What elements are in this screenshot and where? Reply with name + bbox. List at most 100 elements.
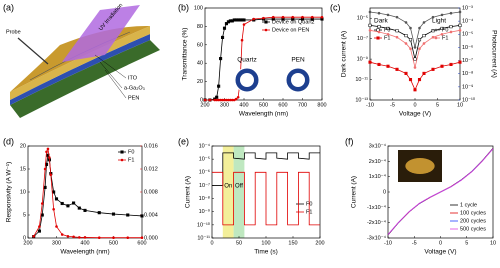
y2-tick-label: 0.016 (144, 143, 158, 149)
legend-label: 100 cycles (460, 210, 486, 216)
y-tick-label: 20 (20, 143, 26, 149)
marker (40, 202, 44, 205)
y2-axis-label: Photocurrent (A) (490, 30, 497, 78)
x-tick-label: 150 (288, 240, 297, 246)
marker (310, 15, 314, 19)
y2-tick-label: 10⁻⁹ (462, 83, 473, 90)
marker (83, 236, 87, 239)
marker (140, 214, 144, 218)
legend-label: F1 (306, 209, 312, 215)
marker (221, 98, 224, 102)
legend-label: F0 (384, 27, 390, 33)
x-tick-label: 400 (80, 240, 89, 246)
x-tick-label: 200 (315, 240, 324, 246)
y-tick-label: 80 (197, 24, 203, 30)
y-tick-label: 5 (23, 212, 26, 218)
marker (60, 201, 64, 206)
y2-tick-label: 10⁻⁶ (462, 44, 473, 51)
marker (422, 71, 426, 75)
x-tick-label: 600 (137, 240, 146, 246)
panel-label: (e) (178, 136, 189, 146)
y-tick-label: 100 (194, 5, 203, 11)
marker (66, 204, 70, 208)
y-tick-label: -3x10⁻⁴ (367, 234, 387, 241)
ga2o3-layer (10, 34, 150, 105)
marker (264, 28, 268, 32)
probe (17, 37, 49, 65)
annotation: PEN (291, 57, 305, 64)
marker (440, 32, 444, 36)
x-tick-label: 0 (439, 240, 442, 246)
marker (377, 30, 381, 34)
marker (458, 29, 462, 32)
y-tick-label: 0 (23, 235, 26, 241)
marker (458, 23, 462, 27)
uv-beam (62, 5, 140, 62)
marker (413, 46, 417, 49)
marker (232, 98, 236, 102)
y-tick-label: 10⁻⁵ (199, 156, 210, 163)
marker (52, 207, 55, 211)
annotation: Dark (374, 18, 388, 25)
legend-label: F1 (128, 157, 134, 163)
marker (111, 212, 116, 216)
y-tick-label: 10⁻⁷ (357, 35, 368, 42)
panel-label: (f) (345, 136, 354, 146)
y2-tick-label: 0.004 (144, 212, 158, 218)
leader-line (94, 54, 127, 79)
marker (422, 42, 426, 45)
marker (395, 67, 399, 71)
marker (377, 25, 381, 29)
marker (120, 150, 124, 154)
y-tick-label: 10⁻⁷ (199, 182, 210, 189)
marker (78, 236, 81, 239)
legend-label: 1 cycle (460, 202, 477, 208)
leader-line (104, 69, 127, 99)
ito-layer (10, 26, 150, 100)
marker (434, 36, 438, 40)
y2-tick-label: 10⁻⁴ (462, 18, 474, 25)
y-tick-label: 10⁻⁸ (199, 195, 210, 202)
x-axis-label: Wavelength (nm) (239, 111, 288, 118)
y2-tick-label: 0.000 (144, 235, 158, 241)
marker (225, 98, 228, 102)
marker (60, 233, 64, 236)
diagram-label: PEN (128, 95, 139, 101)
marker (404, 21, 408, 24)
legend-label: 200 cycles (460, 218, 486, 224)
x-tick-label: 500 (109, 240, 118, 246)
x-tick-label: 400 (239, 102, 248, 108)
marker (48, 156, 51, 159)
region-label: Off (235, 184, 243, 190)
marker (262, 16, 265, 20)
marker (45, 150, 48, 154)
y-tick-label: 10 (20, 189, 26, 195)
marker (52, 190, 56, 194)
marker (413, 66, 417, 69)
marker (404, 71, 408, 75)
marker (422, 34, 426, 38)
marker (242, 18, 246, 22)
marker (54, 197, 59, 201)
marker (32, 234, 35, 238)
marker (271, 15, 275, 19)
diagram-label: Probe (6, 29, 21, 35)
legend-label: 500 cycles (460, 226, 486, 232)
y-tick-label: 10⁻⁵ (357, 15, 368, 22)
inset-photo-glow (405, 158, 435, 174)
legend-label: F0 (442, 27, 448, 33)
marker (440, 26, 444, 30)
marker (386, 26, 390, 30)
marker (77, 206, 81, 210)
marker (213, 98, 217, 102)
y-tick-label: 0 (200, 97, 203, 103)
y-tick-label: 10⁻¹³ (355, 97, 368, 103)
x-tick-label: 700 (298, 102, 307, 108)
series-line (33, 147, 142, 239)
x-tick-label: 5 (436, 102, 439, 108)
marker (222, 26, 227, 30)
marker (236, 95, 240, 99)
region-label: On (224, 184, 232, 190)
series-line (212, 171, 320, 226)
